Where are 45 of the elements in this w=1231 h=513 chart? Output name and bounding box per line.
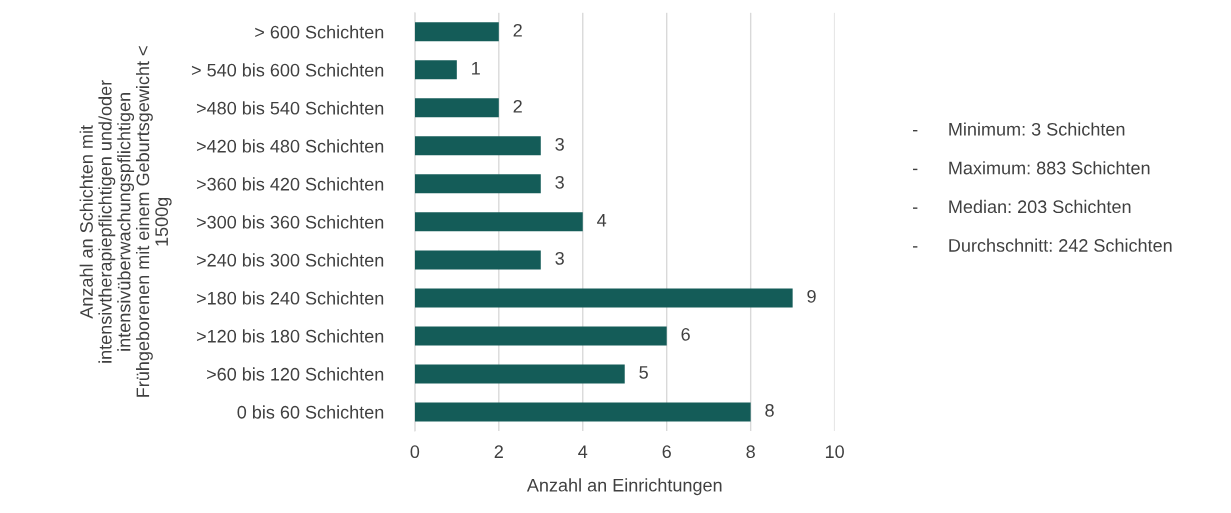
x-tick-label: 10 [825,445,844,459]
bar [414,98,499,118]
data-label: 3 [555,137,564,151]
bar [414,288,793,308]
bar [414,174,541,194]
bar [414,22,499,42]
data-label: 2 [513,99,522,113]
bar [414,136,541,156]
data-label: 4 [597,214,607,227]
y-tick-label: 0 bis 60 Schichten [237,405,384,419]
x-tick-label: 4 [578,445,588,458]
bar [414,402,751,422]
bar [414,250,541,270]
text: - Durchschnitt: 242 Schichten [912,238,1172,252]
data-label: 1 [472,62,480,75]
bar [414,60,457,80]
bar [414,212,583,232]
y-tick-label: >300 bis 360 Schichten [196,215,384,229]
data-label: 5 [639,366,648,379]
y-tick-label: > 600 Schichten [255,25,384,39]
text: - Minimum: 3 Schichten [912,122,1125,136]
text: - Median: 203 Schichten [912,199,1131,214]
data-label: 8 [765,403,774,417]
bar [414,326,667,346]
bar [414,364,625,384]
data-label: 3 [555,175,564,189]
x-tick-label: 2 [494,445,503,458]
data-label: 9 [807,289,816,303]
y-tick-label: >120 bis 180 Schichten [196,329,384,343]
x-axis-title: Anzahl an Einrichtungen [526,478,722,496]
data-label: 3 [555,251,564,265]
data-label: 6 [681,327,690,341]
text: - Maximum: 883 Schichten [912,161,1150,175]
x-tick-label: 0 [410,445,420,459]
y-tick-label: >60 bis 120 Schichten [207,367,384,381]
y-tick-label: >180 bis 240 Schichten [196,291,384,305]
y-tick-label: >360 bis 420 Schichten [196,177,384,191]
y-tick-label: >480 bis 540 Schichten [196,101,384,115]
y-tick-label: >420 bis 480 Schichten [196,139,384,153]
x-tick-label: 8 [746,445,755,459]
y-axis-title: Anzahl an Schichten mit intensivtherapiepflichtigen und/oder intensivüberwachungspflichtigen Frühgeborenen mit einem Geburtsgewicht < 1500g [79,46,172,397]
y-tick-label: >240 bis 300 Schichten [196,253,384,267]
x-tick-label: 6 [662,445,671,459]
data-label: 2 [513,23,522,37]
y-tick-label: > 540 bis 600 Schichten [191,63,384,77]
